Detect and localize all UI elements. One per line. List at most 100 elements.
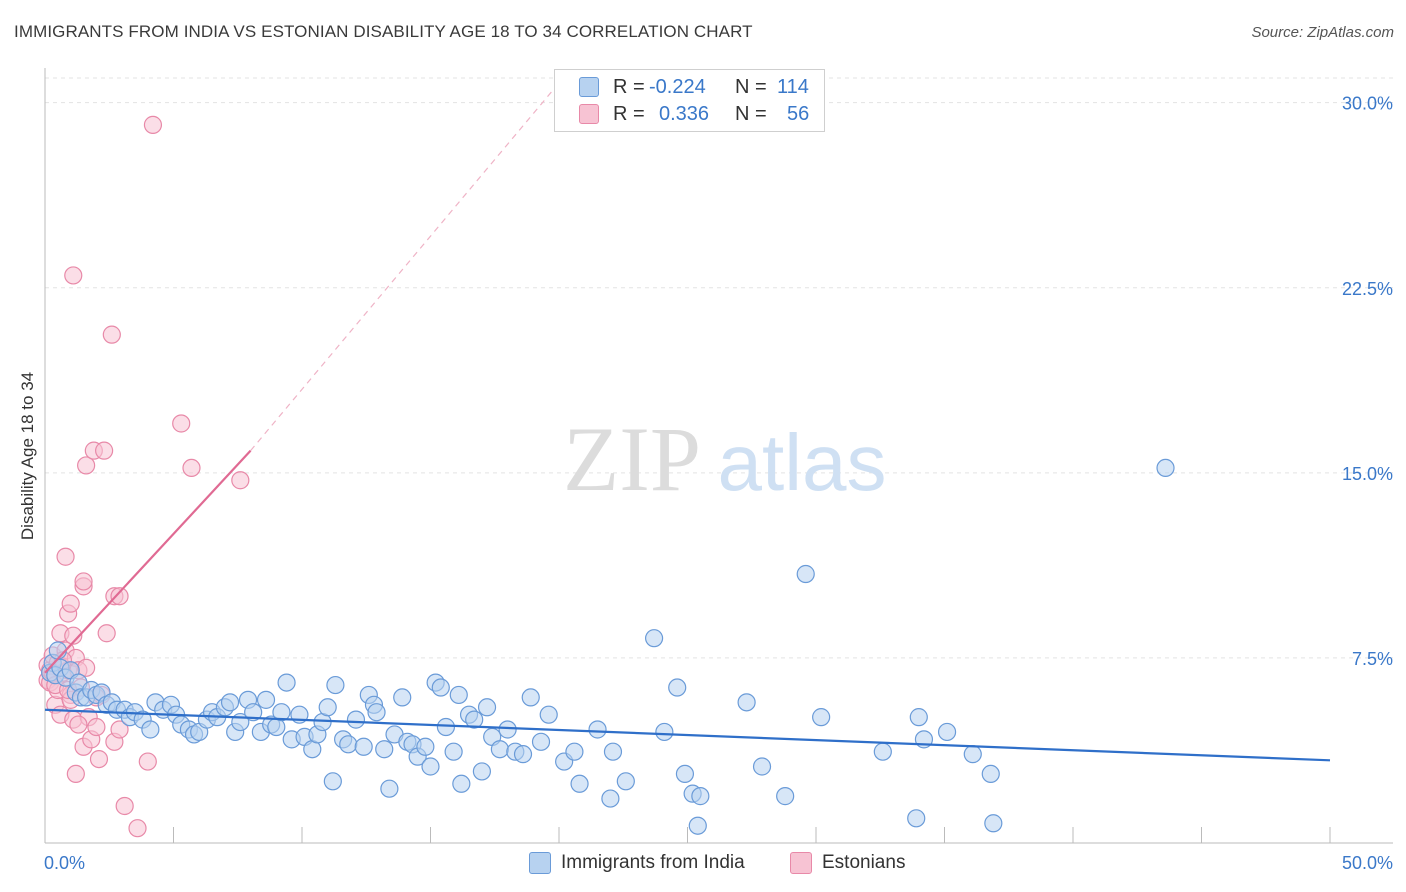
india-point	[277, 673, 296, 692]
india-point	[601, 789, 620, 808]
india-point	[655, 722, 674, 742]
legend-swatch-india	[579, 77, 599, 97]
estonians-point	[89, 749, 109, 769]
estonians-point	[74, 572, 93, 591]
x-tick-label-max: 50.0%	[1342, 853, 1393, 873]
estonians-trend-line	[44, 449, 252, 674]
estonians-point	[69, 715, 88, 734]
series-legend-label-estonians: Estonians	[822, 852, 906, 873]
india-point	[354, 737, 373, 756]
gridlines	[45, 77, 1393, 659]
india-point	[616, 772, 635, 791]
india-point	[521, 688, 540, 707]
india-point	[603, 742, 623, 761]
series-swatch-india	[529, 852, 551, 874]
watermark-zip: ZIP	[563, 408, 701, 510]
y-axis-title: Disability Age 18 to 34	[18, 372, 37, 540]
y-tick-label: 15.0%	[1342, 464, 1393, 484]
india-point	[498, 720, 517, 739]
legend-r-value-estonians: 0.336	[659, 102, 710, 125]
india-point	[937, 722, 957, 742]
tick-labels: 7.5% 15.0% 22.5% 30.0% 0.0% 50.0%	[44, 94, 1393, 873]
india-point	[1156, 458, 1175, 478]
series-legend-india[interactable]: Immigrants from India	[529, 852, 745, 874]
legend-n-value-india: 114	[777, 75, 809, 98]
legend-swatch-estonians	[579, 104, 599, 124]
legend-r-label: R =	[613, 75, 645, 98]
estonians-point	[110, 720, 129, 739]
india-point	[220, 693, 240, 712]
trend-lines	[44, 82, 1331, 762]
estonians-point	[143, 115, 163, 134]
estonians-point	[61, 594, 80, 613]
series-swatch-estonians	[790, 852, 812, 874]
estonians-point	[77, 456, 96, 475]
india-point	[477, 698, 497, 717]
legend-row-estonians: R = 0.336 N = 56	[579, 102, 809, 126]
india-point	[449, 685, 468, 705]
series-legend-label-india: Immigrants from India	[561, 852, 745, 873]
estonians-point	[56, 547, 75, 566]
y-tick-label: 30.0%	[1342, 94, 1393, 114]
india-point	[431, 678, 450, 697]
india-point	[339, 735, 358, 754]
legend-n-label: N =	[735, 102, 767, 125]
india-point	[737, 693, 756, 712]
estonians-trend-extension	[250, 82, 560, 452]
axes	[44, 68, 1393, 844]
estonians-point	[97, 624, 116, 643]
india-point	[796, 564, 815, 584]
india-point	[48, 641, 67, 660]
series-legend-estonians[interactable]: Estonians	[790, 852, 905, 874]
india-point	[421, 757, 440, 776]
estonians-point	[95, 441, 114, 460]
estonians-point	[182, 458, 201, 478]
legend-r-label: R =	[613, 102, 645, 125]
india-point	[565, 742, 584, 761]
india-point	[644, 629, 664, 648]
legend-row-india: R = -0.224 N = 114	[579, 75, 809, 99]
estonians-point	[128, 819, 147, 838]
india-point	[436, 717, 456, 737]
legend-n-label: N =	[735, 75, 767, 98]
estonians-point	[66, 764, 85, 784]
india-point	[675, 764, 695, 784]
india-point	[326, 675, 345, 695]
correlation-legend: R = -0.224 N = 114 R = 0.336 N = 56	[554, 69, 825, 132]
india-point	[318, 698, 337, 717]
legend-r-value-india: -0.224	[649, 75, 706, 98]
india-point	[256, 690, 276, 709]
india-point	[963, 745, 982, 764]
india-point	[272, 703, 291, 722]
india-point	[323, 772, 342, 791]
estonians-point	[115, 796, 134, 816]
india-point	[588, 720, 607, 739]
india-point	[452, 774, 471, 793]
legend-n-value-estonians: 56	[787, 102, 810, 125]
y-tick-label: 7.5%	[1352, 649, 1393, 669]
india-point	[570, 774, 589, 793]
india-point	[873, 742, 892, 761]
india-point	[776, 787, 795, 806]
india-point	[513, 745, 533, 764]
india-point	[539, 705, 558, 724]
india-point	[984, 814, 1003, 833]
estonians-point	[110, 587, 129, 606]
india-point	[380, 779, 399, 798]
estonians-point	[64, 626, 83, 645]
estonians-point	[172, 414, 191, 433]
india-point	[909, 708, 928, 727]
chart-title: IMMIGRANTS FROM INDIA VS ESTONIAN DISABI…	[14, 22, 753, 41]
india-point	[691, 787, 710, 806]
estonians-point	[231, 471, 250, 490]
india-point	[981, 764, 1000, 784]
india-points	[41, 458, 1175, 835]
x-tick-label-min: 0.0%	[44, 853, 85, 873]
india-point	[812, 708, 831, 727]
india-point	[490, 740, 509, 759]
india-trend-line	[44, 708, 1331, 762]
india-point	[907, 809, 926, 828]
india-point	[367, 703, 386, 722]
estonians-point	[87, 717, 106, 737]
